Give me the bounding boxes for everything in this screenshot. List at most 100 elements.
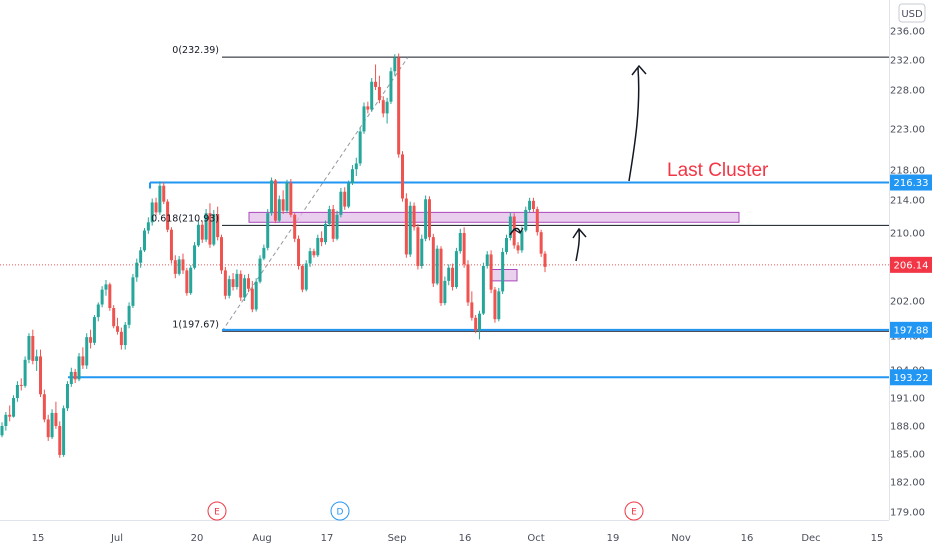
time-tick: 15 [871,533,884,544]
currency-badge[interactable]: USD [898,3,926,23]
time-tick: Oct [527,533,544,544]
candle-body [177,259,181,274]
candle-down [300,264,304,293]
candle-body [478,313,482,331]
candle-body [343,191,347,207]
candle-up [69,367,73,387]
candle-body [458,233,462,252]
candle-body [312,251,316,256]
candle-up [270,177,274,216]
time-axis[interactable]: 15 Jul 20 Aug 17 Sep 16 Oct 19 Nov 16 Dec 15 [32,533,884,544]
candle-down [374,64,378,90]
candle-up [131,273,135,308]
candle-down [239,270,243,301]
price-tick: 191.00 [890,394,925,405]
candle-up [485,251,489,269]
candle-down [281,190,285,215]
earnings-marker[interactable]: E [207,501,227,521]
candle-down [543,251,547,273]
candle-body [204,213,208,240]
candle-up [443,276,447,306]
candle-down [19,378,23,391]
candle-body [185,270,189,294]
price-tag-text: 216.33 [894,178,929,189]
candle-body [27,336,31,360]
candle-up [227,275,231,299]
price-tick: 228.00 [890,86,925,97]
candle-up [304,260,308,292]
price-tag: 197.88 [890,321,932,338]
candle-body [212,214,216,245]
candle-body [300,266,304,290]
candle-up [85,333,89,369]
candle-down [366,101,370,114]
candle-body [8,414,12,417]
candle-body [19,384,23,386]
up-arrow-big-head [631,64,647,76]
event-letter: E [631,508,637,518]
earnings-marker[interactable]: E [624,501,644,521]
candle-body [223,270,227,296]
candle-body [316,237,320,256]
candle-up [370,78,374,112]
fib-0618-label: 0.618(210.93) [151,213,219,224]
candle-down [470,291,474,321]
candle-body [46,419,50,438]
event-circle [624,501,644,521]
candle-body [135,262,139,278]
candle-body [50,412,54,438]
price-tag-text: 193.22 [894,373,929,384]
time-tick: 19 [607,533,620,544]
candle-body [528,200,532,210]
drawn-levels [0,56,889,379]
candle-down [427,196,431,241]
candle-up [27,333,31,364]
candle-body [281,199,285,211]
candle-down [181,253,185,274]
candle-down [312,248,316,258]
candle-body [412,205,416,228]
candle-down [223,266,227,300]
candle-up [266,209,270,251]
candle-down [42,389,46,423]
event-circle [330,501,350,521]
candle-body [92,317,96,343]
candle-down [250,280,254,313]
candle-down [231,273,235,291]
candle-body [42,394,46,420]
candle-up [347,180,351,209]
time-tick: Nov [671,533,691,544]
dividend-marker[interactable]: D [330,501,350,521]
candle-up [150,198,154,226]
candle-down [489,250,493,294]
candle-down [169,227,173,264]
candle-body [501,251,505,292]
candle-up [4,412,8,431]
candle-down [31,329,35,365]
candle-body [381,100,385,114]
candle-body [535,209,539,233]
candle-body [139,250,143,263]
candle-down [216,206,220,241]
candle-body [262,247,266,259]
price-tag: 216.33 [890,174,932,191]
candle-down [54,401,58,429]
candle-down [381,96,385,118]
candle-up [408,201,412,257]
candle-body [404,198,408,255]
candle-up [15,381,19,402]
candle-up [350,165,354,185]
candle-down [474,315,478,334]
candle-body [350,169,354,184]
candle-down [162,182,166,205]
candle-body [354,163,358,170]
candle-body [293,214,297,239]
candle-up [35,349,39,371]
candle-body [277,199,281,221]
candle-body [189,267,193,294]
candle-up [420,234,424,269]
candle-body [258,258,262,282]
